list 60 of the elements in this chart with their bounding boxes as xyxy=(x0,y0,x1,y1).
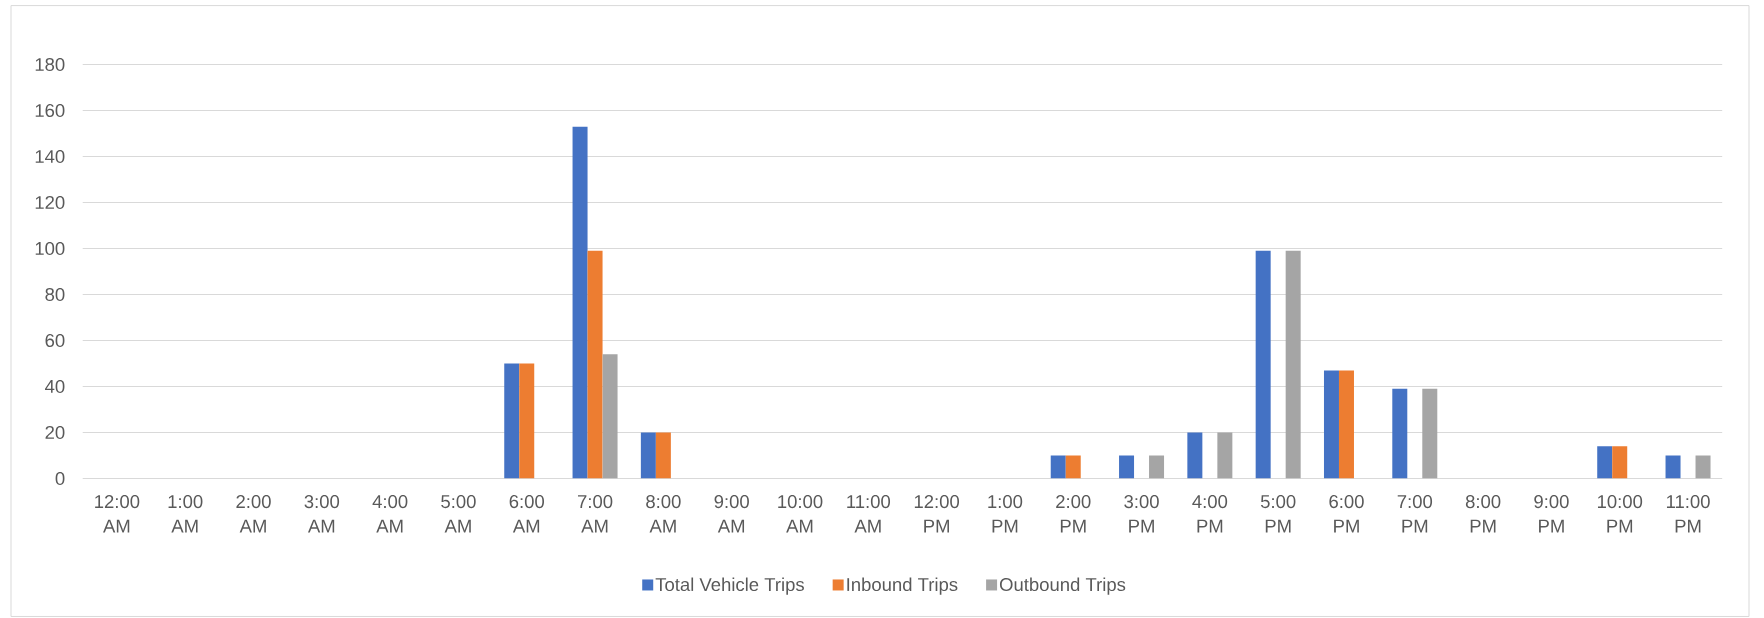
bar xyxy=(1285,250,1301,479)
x-tick-label: 4:00 AM xyxy=(372,495,408,533)
bar xyxy=(1187,432,1203,479)
x-tick-label: 4:00 PM xyxy=(1192,495,1228,533)
y-tick-label: 180 xyxy=(35,57,65,72)
x-tick-label: 9:00 AM xyxy=(714,495,749,533)
bar xyxy=(1665,455,1681,479)
x-tick-label: 2:00 PM xyxy=(1056,495,1091,533)
x-tick-label: 7:00 PM xyxy=(1397,495,1433,533)
x-tick-label: 8:00 PM xyxy=(1465,495,1501,533)
y-tick-label: 100 xyxy=(35,241,65,256)
bar xyxy=(1217,432,1233,479)
bar xyxy=(1149,455,1165,479)
y-tick-label: 160 xyxy=(35,103,65,118)
legend-label: Outbound Trips xyxy=(999,577,1126,595)
x-tick-label: 9:00 PM xyxy=(1534,495,1569,533)
y-tick-label: 40 xyxy=(45,379,65,394)
y-tick-label: 80 xyxy=(45,287,65,302)
x-tick-label: 5:00 AM xyxy=(441,495,476,533)
bar xyxy=(587,250,603,479)
x-tick-label: 3:00 PM xyxy=(1124,495,1159,533)
x-tick-label: 10:00 AM xyxy=(778,495,823,533)
x-tick-label: 3:00 AM xyxy=(304,495,340,533)
x-tick-label: 6:00 AM xyxy=(509,495,545,533)
legend-label: Total Vehicle Trips xyxy=(655,577,804,595)
x-tick-label: 12:00 PM xyxy=(914,495,960,533)
x-tick-label: 1:00 AM xyxy=(168,495,203,533)
bar xyxy=(1119,455,1135,479)
x-tick-label: 2:00 AM xyxy=(236,495,271,533)
bar xyxy=(1392,388,1408,479)
bar xyxy=(519,363,535,479)
bar xyxy=(572,126,588,479)
x-tick-label: 5:00 PM xyxy=(1260,495,1296,533)
bar xyxy=(1422,388,1438,479)
bar xyxy=(1695,455,1711,479)
x-tick-label: 1:00 PM xyxy=(988,495,1023,533)
y-tick-label: 140 xyxy=(35,149,65,164)
bar xyxy=(1065,455,1081,479)
bar xyxy=(1323,370,1339,479)
x-tick-label: 11:00 AM xyxy=(847,495,891,533)
x-tick-label: 8:00 AM xyxy=(646,495,681,533)
x-tick-label: 12:00 AM xyxy=(95,495,140,533)
bar xyxy=(640,432,656,479)
bar xyxy=(1338,370,1354,479)
y-tick-label: 20 xyxy=(45,425,65,440)
bar xyxy=(1255,250,1271,479)
x-tick-label: 11:00 PM xyxy=(1666,495,1710,533)
bar xyxy=(655,432,671,479)
bar xyxy=(1612,446,1628,479)
bar xyxy=(1597,446,1613,479)
y-tick-label: 120 xyxy=(35,195,65,210)
bar xyxy=(504,363,520,479)
y-tick-label: 60 xyxy=(45,333,65,348)
x-tick-label: 7:00 AM xyxy=(577,495,613,533)
x-tick-label: 6:00 PM xyxy=(1329,495,1364,533)
y-tick-label: 0 xyxy=(55,471,65,486)
bar xyxy=(602,354,618,479)
x-tick-label: 10:00 PM xyxy=(1597,495,1643,533)
legend-label: Inbound Trips xyxy=(847,577,958,595)
bar xyxy=(1050,455,1066,479)
